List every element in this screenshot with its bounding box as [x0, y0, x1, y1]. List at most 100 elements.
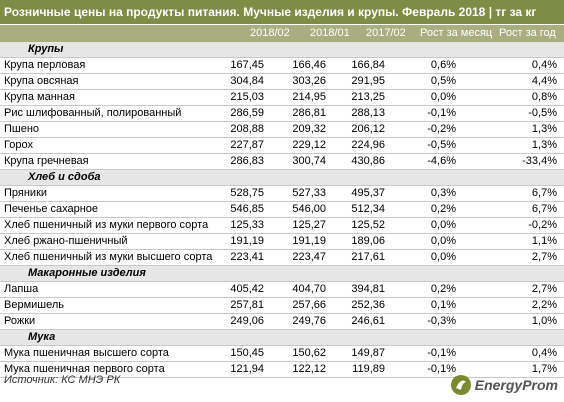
category-row: Хлеб и сдоба: [0, 170, 564, 186]
year-growth-cell: 4,4%: [531, 75, 557, 87]
price-2017-02-cell: 430,86: [351, 155, 385, 167]
price-2017-02-cell: 495,37: [351, 187, 385, 199]
month-growth-cell: 0,1%: [430, 299, 456, 311]
table-row: Хлеб пшеничный из муки первого сорта 125,…: [0, 218, 564, 234]
year-growth-cell: 1,0%: [531, 315, 557, 327]
year-growth-cell: -0,2%: [528, 219, 557, 231]
year-growth-cell: 6,7%: [531, 203, 557, 215]
footer: Источник: КС МНЭ РК EnergyProm: [0, 370, 564, 402]
year-growth-cell: 0,8%: [531, 91, 557, 103]
product-name: Хлеб пшеничный из муки первого сорта: [4, 219, 209, 231]
price-2018-02-cell: 208,88: [230, 123, 264, 135]
price-2017-02-cell: 288,13: [351, 107, 385, 119]
price-2018-01-cell: 166,46: [292, 59, 326, 71]
category-row: Макаронные изделия: [0, 266, 564, 282]
price-2018-02-cell: 223,41: [230, 251, 264, 263]
price-2018-01-cell: 286,81: [292, 107, 326, 119]
month-growth-cell: 0,0%: [430, 235, 456, 247]
month-growth-cell: 0,5%: [430, 75, 456, 87]
price-2017-02-cell: 252,36: [351, 299, 385, 311]
price-2018-01-cell: 249,76: [292, 315, 326, 327]
table-row: Мука пшеничная первого сорта 121,94 122,12…: [0, 362, 564, 378]
price-2018-01-cell: 300,74: [292, 155, 326, 167]
month-growth-cell: -0,2%: [427, 123, 456, 135]
year-growth-cell: 1,3%: [531, 123, 557, 135]
price-2017-02-cell: 394,81: [351, 283, 385, 295]
category-label: Хлеб и сдоба: [28, 171, 101, 183]
price-2018-02-cell: 215,03: [230, 91, 264, 103]
month-growth-cell: 0,0%: [430, 219, 456, 231]
year-growth-cell: -33,4%: [522, 155, 557, 167]
product-name: Вермишель: [4, 299, 65, 311]
price-2018-02-cell: 191,19: [230, 235, 264, 247]
category-row: Крупы: [0, 42, 564, 58]
year-growth-cell: 2,7%: [531, 251, 557, 263]
month-growth-cell: 0,2%: [430, 283, 456, 295]
product-name: Мука пшеничная высшего сорта: [4, 347, 169, 359]
product-name: Пшено: [4, 123, 40, 135]
price-2018-01-cell: 214,95: [292, 91, 326, 103]
product-name: Крупа гречневая: [4, 155, 89, 167]
product-name: Хлеб пшеничный из муки высшего сорта: [4, 251, 213, 263]
table-row: Крупа овсяная 304,84 303,26 291,95 0,5% 4,4%: [0, 74, 564, 90]
price-2018-01-cell: 404,70: [292, 283, 326, 295]
column-header-2018-01: 2018/01: [310, 27, 350, 39]
price-2018-01-cell: 257,66: [292, 299, 326, 311]
price-2018-01-cell: 122,12: [292, 363, 326, 375]
product-name: Лапша: [4, 283, 39, 295]
month-growth-cell: -0,1%: [427, 347, 456, 359]
month-growth-cell: 0,6%: [430, 59, 456, 71]
price-2018-02-cell: 304,84: [230, 75, 264, 87]
product-name: Печенье сахарное: [4, 203, 99, 215]
price-2018-01-cell: 546,00: [292, 203, 326, 215]
year-growth-cell: 6,7%: [531, 187, 557, 199]
product-name: Крупа манная: [4, 91, 75, 103]
price-2017-02-cell: 213,25: [351, 91, 385, 103]
month-growth-cell: -0,1%: [427, 363, 456, 375]
price-2018-01-cell: 125,27: [292, 219, 326, 231]
price-2018-02-cell: 528,75: [230, 187, 264, 199]
price-2018-01-cell: 191,19: [292, 235, 326, 247]
table-row: Пшено 208,88 209,32 206,12 -0,2% 1,3%: [0, 122, 564, 138]
price-2017-02-cell: 119,89: [352, 363, 385, 375]
price-2017-02-cell: 512,34: [351, 203, 385, 215]
month-growth-cell: 0,0%: [430, 91, 456, 103]
price-2018-01-cell: 223,47: [292, 251, 326, 263]
product-name: Горох: [4, 139, 33, 151]
year-growth-cell: 1,3%: [531, 139, 557, 151]
price-2017-02-cell: 189,06: [351, 235, 385, 247]
product-name: Рожки: [4, 315, 36, 327]
table-row: Крупа манная 215,03 214,95 213,25 0,0% 0,8%: [0, 90, 564, 106]
price-2018-02-cell: 150,45: [230, 347, 264, 359]
year-growth-cell: 2,2%: [531, 299, 557, 311]
month-growth-cell: -0,3%: [427, 315, 456, 327]
table-row: Лапша 405,42 404,70 394,81 0,2% 2,7%: [0, 282, 564, 298]
price-2017-02-cell: 246,61: [351, 315, 385, 327]
category-label: Мука: [28, 331, 56, 343]
table-title: Розничные цены на продукты питания. Мучн…: [0, 0, 564, 24]
product-name: Мука пшеничная первого сорта: [4, 363, 165, 375]
price-2017-02-cell: 217,61: [351, 251, 385, 263]
price-2018-02-cell: 125,33: [230, 219, 264, 231]
month-growth-cell: 0,2%: [430, 203, 456, 215]
product-name: Крупа перловая: [4, 59, 86, 71]
table-row: Вермишель 257,81 257,66 252,36 0,1% 2,2%: [0, 298, 564, 314]
category-label: Крупы: [28, 43, 64, 55]
price-2018-01-cell: 209,32: [292, 123, 326, 135]
category-row: Мука: [0, 330, 564, 346]
column-header-row: 2018/02 2018/01 2017/02 Рост за месяц Ро…: [0, 25, 564, 42]
table-row: Рис шлифованный, полированный 286,59 286,8…: [0, 106, 564, 122]
year-growth-cell: -0,5%: [528, 107, 557, 119]
column-header-2018-02: 2018/02: [250, 27, 290, 39]
price-2017-02-cell: 166,84: [351, 59, 385, 71]
table-row: Мука пшеничная высшего сорта 150,45 150,62…: [0, 346, 564, 362]
price-2018-02-cell: 286,83: [230, 155, 264, 167]
product-name: Крупа овсяная: [4, 75, 79, 87]
price-2017-02-cell: 206,12: [351, 123, 385, 135]
column-header-month-growth: Рост за месяц: [420, 27, 493, 39]
column-header-year-growth: Рост за год: [499, 27, 556, 39]
product-name: Рис шлифованный, полированный: [4, 107, 182, 119]
year-growth-cell: 0,4%: [531, 59, 557, 71]
price-2018-01-cell: 229,12: [292, 139, 326, 151]
